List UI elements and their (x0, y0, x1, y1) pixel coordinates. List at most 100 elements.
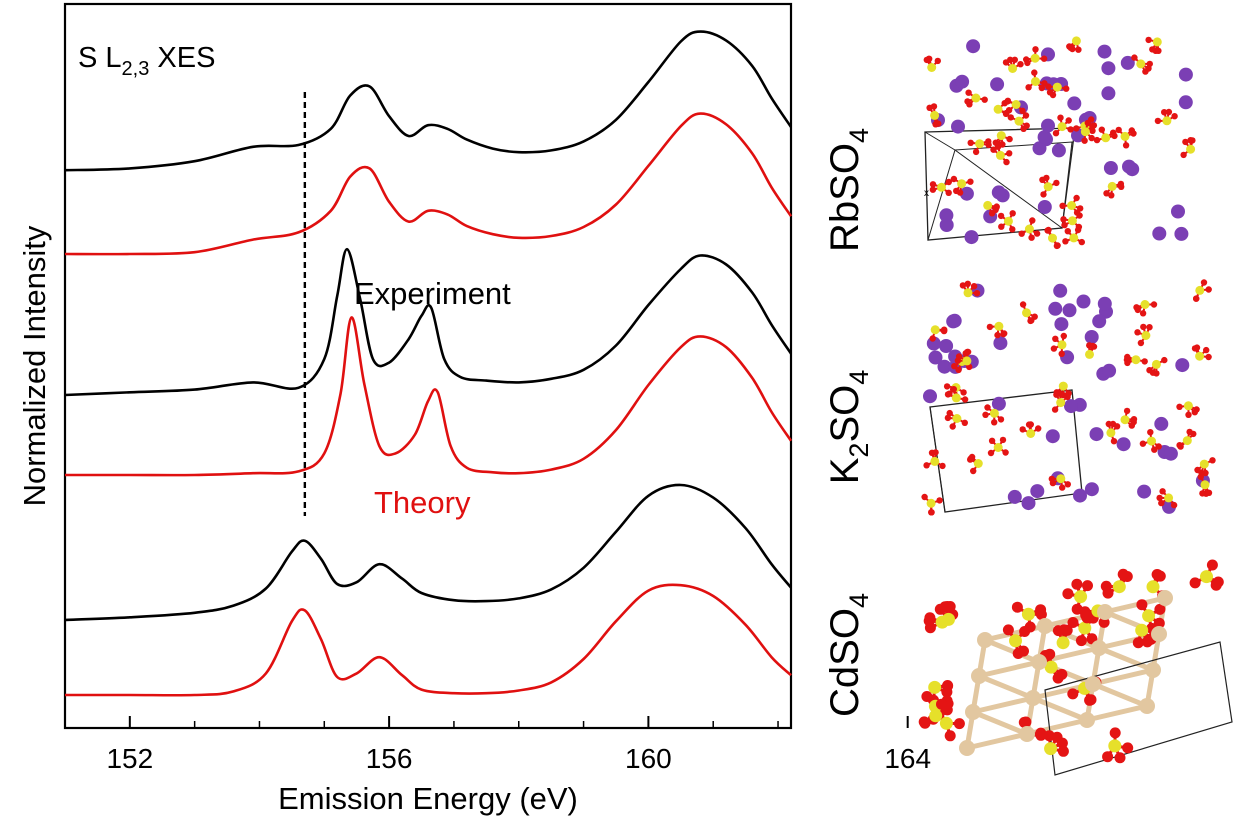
oxygen-atom (988, 437, 996, 444)
sulfur-atom (1031, 77, 1040, 86)
oxygen-atom (997, 416, 1005, 423)
oxygen-atom (982, 411, 989, 418)
oxygen-atom (1088, 134, 1095, 142)
sulfur-atom (1108, 739, 1122, 753)
potassium-atom (1053, 283, 1068, 298)
oxygen-atom (1004, 97, 1012, 105)
cd-o-bond (978, 673, 1034, 701)
cadmium-atom (965, 704, 981, 720)
oxygen-atom (1110, 438, 1118, 445)
cd-o-bond (1098, 645, 1154, 673)
rubidium-atom (1037, 200, 1052, 214)
oxygen-atom (1038, 84, 1046, 92)
sulfur-atom (937, 182, 946, 192)
oxygen-atom (1081, 137, 1088, 144)
oxygen-atom (1032, 46, 1039, 53)
oxygen-atom (961, 396, 969, 403)
potassium-atom (1048, 301, 1063, 316)
oxygen-atom (1205, 353, 1212, 361)
sulfur-atom (951, 393, 961, 403)
sulfur-atom (1052, 82, 1062, 92)
oxygen-atom (1084, 119, 1092, 127)
rubidium-atom (966, 39, 981, 54)
oxygen-atom (934, 57, 941, 65)
oxygen-atom (1161, 356, 1168, 364)
potassium-atom (1175, 358, 1190, 373)
cdso4-experiment-curve (64, 483, 793, 622)
oxygen-atom (1054, 389, 1061, 397)
cd-o-bond (1086, 703, 1148, 723)
potassium-atom (1116, 437, 1131, 452)
oxygen-atom (929, 181, 937, 188)
oxygen-atom (943, 383, 951, 390)
oxygen-atom (1041, 80, 1048, 87)
oxygen-atom (1040, 191, 1047, 198)
rubidium-atom (1051, 143, 1066, 158)
rubidium-atom (991, 185, 1006, 200)
oxygen-atom (1182, 138, 1189, 146)
sulfur-atom (1011, 100, 1021, 109)
oxygen-atom (1009, 210, 1016, 217)
oxygen-atom (994, 331, 1001, 339)
cdso4-crystal-structure-image (918, 559, 1233, 776)
rubidium-atom (1103, 161, 1118, 175)
cadmium-atom (971, 668, 987, 684)
oxygen-atom (1060, 391, 1067, 399)
sulfur-atom (1080, 127, 1090, 137)
cadmium-atom (959, 740, 975, 756)
cd-o-bond (1104, 595, 1166, 615)
oxygen-atom (945, 178, 952, 186)
oxygen-atom (1002, 624, 1014, 636)
oxygen-atom (1189, 577, 1201, 589)
rubidium-atom (1171, 204, 1185, 219)
potassium-atom (1045, 429, 1060, 444)
oxygen-atom (1007, 56, 1014, 63)
cdso4-theory-curve (65, 583, 792, 697)
sulfur-atom (1057, 122, 1067, 132)
oxygen-atom (991, 419, 998, 426)
oxygen-atom (923, 462, 930, 469)
oxygen-atom (1025, 421, 1033, 428)
oxygen-atom (1064, 228, 1072, 235)
cd-o-bond (1092, 667, 1154, 687)
oxygen-atom (1053, 179, 1060, 187)
cadmium-atom (1085, 676, 1101, 692)
oxygen-atom (1019, 301, 1027, 308)
sulfur-atom (989, 408, 999, 418)
oxygen-atom (1059, 484, 1066, 491)
rubidium-atom (1101, 86, 1116, 101)
oxygen-atom (990, 146, 997, 153)
oxygen-atom (1098, 126, 1106, 133)
oxygen-atom (1130, 416, 1138, 423)
oxygen-atom (1165, 108, 1173, 116)
oxygen-atom (1067, 617, 1079, 628)
sulfur-atom (930, 456, 940, 466)
oxygen-atom (1124, 359, 1131, 367)
oxygen-atom (1093, 136, 1101, 144)
oxygen-atom (981, 96, 988, 103)
oxygen-atom (1018, 716, 1030, 728)
sulfur-atom (1120, 131, 1130, 141)
oxygen-atom (1149, 369, 1157, 376)
sulfur-atom (993, 443, 1003, 452)
cd-o-bond (984, 637, 1040, 665)
k2so4-theory-curve (64, 316, 793, 477)
rubidium-atom (1097, 44, 1112, 59)
rubidium-atom (939, 218, 954, 232)
sulfur-atom (1008, 64, 1018, 73)
oxygen-atom (1071, 578, 1083, 590)
oxygen-atom (955, 353, 963, 360)
oxygen-atom (998, 223, 1005, 230)
oxygen-atom (1171, 113, 1178, 120)
oxygen-atom (1052, 130, 1060, 137)
sulfur-atom (1162, 116, 1172, 126)
oxygen-atom (1007, 114, 1014, 121)
oxygen-atom (1011, 56, 1018, 63)
sulfur-atom (1106, 428, 1116, 438)
sulfur-atom (930, 110, 940, 120)
oxygen-atom (1028, 317, 1035, 324)
oxygen-atom (1155, 47, 1162, 54)
oxygen-atom (1205, 489, 1213, 496)
oxygen-atom (1205, 286, 1212, 293)
oxygen-atom (1002, 449, 1009, 456)
